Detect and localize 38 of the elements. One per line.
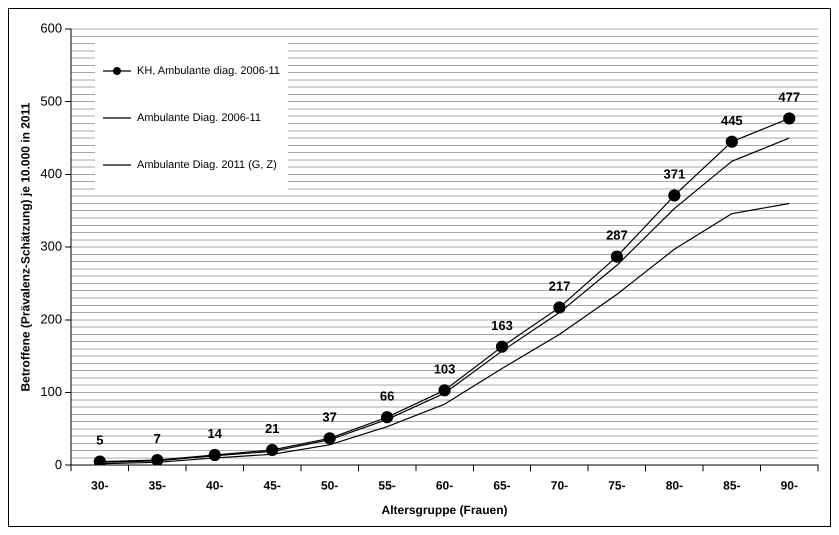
data-label: 163 xyxy=(491,318,513,333)
data-label: 287 xyxy=(606,228,628,243)
data-label: 103 xyxy=(434,361,456,376)
x-tick-label: 35- xyxy=(148,478,166,493)
x-tick-label: 55- xyxy=(378,478,396,493)
legend-label: Ambulante Diag. 2011 (G, Z) xyxy=(137,158,277,170)
y-tick-label: 300 xyxy=(40,238,62,254)
y-tick-label: 500 xyxy=(40,93,62,108)
x-tick-label: 70- xyxy=(550,478,568,493)
data-label: 66 xyxy=(380,388,394,404)
y-axis-title: Betroffene (Prävalenz-Schätzung) je 10.000 in 2011 xyxy=(18,102,33,392)
x-tick-label: 90- xyxy=(780,478,798,493)
legend-label: Ambulante Diag. 2006-11 xyxy=(137,112,261,124)
y-tick-label: 0 xyxy=(54,456,62,472)
data-label: 7 xyxy=(154,431,161,446)
x-tick-label: 85- xyxy=(723,478,740,493)
x-tick-label: 40- xyxy=(206,478,224,493)
data-label: 21 xyxy=(264,421,280,436)
x-tick-label: 65- xyxy=(493,478,511,493)
x-tick-label: 50- xyxy=(320,478,338,493)
x-tick-label: 30- xyxy=(91,478,108,493)
y-tick-label: 600 xyxy=(40,20,62,36)
data-label: 14 xyxy=(207,426,223,442)
data-label: 5 xyxy=(96,432,104,448)
y-tick-label: 400 xyxy=(40,166,62,181)
data-label: 217 xyxy=(548,278,570,294)
x-tick-label: 80- xyxy=(666,478,684,493)
x-tick-label: 60- xyxy=(436,478,454,493)
data-label: 371 xyxy=(664,166,686,182)
data-label: 37 xyxy=(322,409,337,424)
y-tick-label: 100 xyxy=(40,384,62,400)
legend-label: KH, Ambulante diag. 2006-11 xyxy=(137,64,280,76)
x-axis-title: Altersgruppe (Frauen) xyxy=(382,503,508,518)
x-tick-label: 45- xyxy=(264,478,281,493)
data-label: 445 xyxy=(720,112,743,128)
y-tick-label: 200 xyxy=(40,311,62,326)
x-tick-label: 75- xyxy=(608,478,626,493)
data-label: 477 xyxy=(778,90,800,104)
